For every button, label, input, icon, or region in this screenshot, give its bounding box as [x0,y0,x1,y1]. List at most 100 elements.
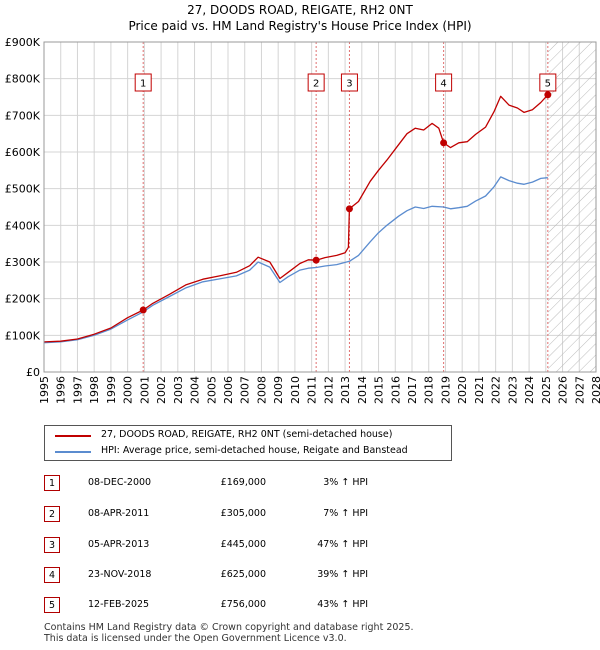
sale-date: 12-FEB-2025 [88,599,150,610]
x-tick-label: 2022 [490,376,503,404]
x-tick-label: 2021 [473,376,486,404]
y-tick-label: £200K [5,293,41,306]
chart-legend: 27, DOODS ROAD, REIGATE, RH2 0NT (semi-d… [44,425,452,461]
sale-label-number: 2 [313,79,319,90]
x-tick-label: 2028 [590,376,600,404]
sale-label-box [307,73,325,92]
plot-area [44,42,596,372]
y-tick-label: £400K [5,219,41,232]
x-tick-label: 2011 [306,376,319,404]
sale-number-badge: 5 [44,597,60,613]
sale-number-badge: 2 [44,506,60,522]
sale-date: 05-APR-2013 [88,539,150,550]
y-tick-label: £600K [5,146,41,159]
x-tick-label: 1997 [71,376,84,404]
table-row: 4 23-NOV-2018 £625,000 39% ↑ HPI [44,567,384,585]
chart-subtitle: Price paid vs. HM Land Registry's House … [128,19,472,33]
chart-title: 27, DOODS ROAD, REIGATE, RH2 0NT [187,3,413,17]
future-hatch-region [547,42,596,372]
sale-date: 23-NOV-2018 [88,569,152,580]
sale-price: £756,000 [220,599,266,610]
legend-label-property: 27, DOODS ROAD, REIGATE, RH2 0NT (semi-d… [101,429,393,440]
sale-label-number: 5 [545,79,551,90]
price-chart: 1 2 3 4 5 £0 £100K £200K £300K £400K £500K £600K £7… [5,36,600,404]
legend-label-hpi: HPI: Average price, semi-detached house,… [101,445,408,456]
x-tick-label: 2001 [138,376,151,404]
table-row: 2 08-APR-2011 £305,000 7% ↑ HPI [44,506,384,524]
sale-point [312,256,320,264]
x-tick-label: 2014 [356,376,369,404]
sale-hpi-change: 47% ↑ HPI [317,539,368,550]
sale-price: £625,000 [220,569,266,580]
sale-number-badge: 3 [44,537,60,553]
x-tick-label: 2023 [506,376,519,404]
sale-point [345,205,353,213]
x-tick-label: 2024 [523,376,536,404]
x-tick-label: 1996 [55,376,68,404]
x-tick-label: 2009 [272,376,285,404]
x-tick-label: 2005 [205,376,218,404]
x-tick-label: 2004 [189,376,202,404]
hpi-line [43,176,548,344]
x-tick-label: 2020 [456,376,469,404]
legend-swatch-hpi [55,451,91,453]
x-tick-label: 2000 [122,376,135,404]
x-tick-label: 2010 [289,376,302,404]
footer-line-1: Contains HM Land Registry data © Crown c… [44,622,414,633]
sale-hpi-change: 7% ↑ HPI [323,508,368,519]
x-tick-label: 2003 [172,376,185,404]
sale-label-box [539,73,557,92]
sale-price: £169,000 [220,477,266,488]
table-row: 5 12-FEB-2025 £756,000 43% ↑ HPI [44,597,384,615]
sale-date: 08-APR-2011 [88,508,150,519]
sale-label-number: 1 [140,79,146,90]
x-tick-label: 2027 [573,376,586,404]
y-tick-label: £0 [26,366,40,379]
y-tick-label: £800K [5,73,41,86]
x-tick-label: 2019 [439,376,452,404]
table-row: 3 05-APR-2013 £445,000 47% ↑ HPI [44,537,384,555]
x-tick-label: 2012 [322,376,335,404]
sale-label-number: 4 [440,79,446,90]
sale-number-badge: 4 [44,567,60,583]
sale-price: £305,000 [220,508,266,519]
x-tick-label: 2002 [155,376,168,404]
x-tick-label: 2007 [239,376,252,404]
sale-label-box [134,73,152,92]
y-tick-label: £100K [5,329,41,342]
y-tick-label: £700K [5,109,41,122]
sale-label-box [340,73,358,92]
plot-border [43,41,597,373]
sale-hpi-change: 3% ↑ HPI [323,477,368,488]
x-tick-label: 2008 [255,376,268,404]
footer-copyright: Contains HM Land Registry data © Crown c… [44,622,414,644]
x-tick-label: 2017 [406,376,419,404]
property-price-line [43,94,549,343]
y-tick-label: £900K [5,36,41,49]
table-row: 1 08-DEC-2000 £169,000 3% ↑ HPI [44,475,384,493]
x-tick-label: 1995 [38,376,51,404]
sale-label-number: 3 [346,79,352,90]
sale-label-box [435,73,453,92]
sale-point [139,306,147,314]
x-tick-label: 2016 [389,376,402,404]
sale-hpi-change: 43% ↑ HPI [317,599,368,610]
sale-hpi-change: 39% ↑ HPI [317,569,368,580]
x-tick-label: 1998 [88,376,101,404]
legend-item-property: 27, DOODS ROAD, REIGATE, RH2 0NT (semi-d… [45,428,451,444]
footer-line-2: This data is licensed under the Open Gov… [44,633,347,644]
x-tick-label: 2006 [222,376,235,404]
x-tick-label: 2015 [373,376,386,404]
legend-item-hpi: HPI: Average price, semi-detached house,… [45,444,451,460]
legend-swatch-property [55,435,91,437]
x-tick-label: 2013 [339,376,352,404]
x-tick-label: 2026 [557,376,570,404]
x-tick-label: 2025 [540,376,553,404]
sale-point [440,139,448,147]
x-tick-label: 1999 [105,376,118,404]
sale-number-badge: 1 [44,475,60,491]
x-tick-label: 2018 [423,376,436,404]
sale-date: 08-DEC-2000 [88,477,152,488]
sale-point [544,91,552,99]
y-tick-label: £300K [5,256,41,269]
